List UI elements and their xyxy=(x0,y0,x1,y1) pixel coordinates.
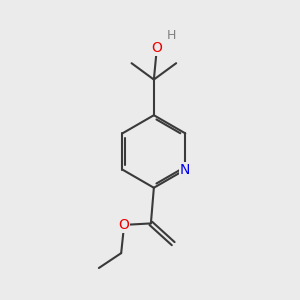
Text: O: O xyxy=(152,41,162,56)
Text: N: N xyxy=(180,163,190,177)
Text: O: O xyxy=(119,218,130,232)
Text: H: H xyxy=(167,29,176,42)
